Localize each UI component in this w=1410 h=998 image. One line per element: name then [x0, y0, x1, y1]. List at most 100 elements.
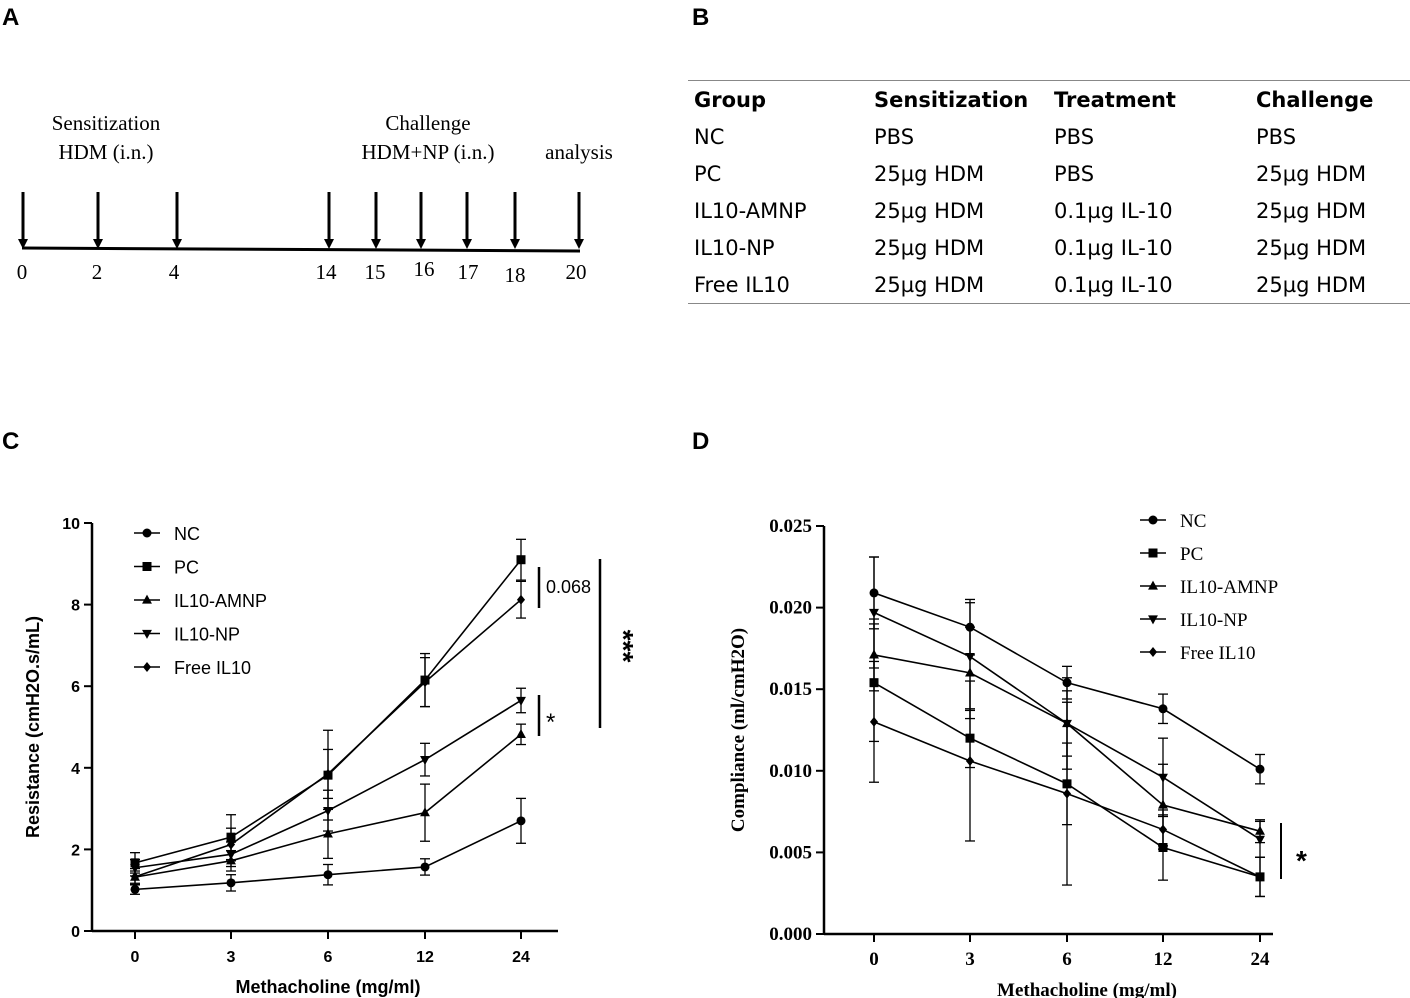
y-tick-label: 0.000 [769, 924, 812, 945]
legend-label: IL10-NP [174, 625, 240, 645]
marker-triangle-down [323, 807, 333, 817]
analysis-label: analysis [545, 140, 613, 164]
panel-letter-b: B [692, 4, 710, 31]
timeline-day-label: 0 [17, 260, 28, 284]
table-cell: 25µg HDM [1256, 198, 1367, 223]
marker-triangle-up [142, 594, 152, 604]
legend-label: Free IL10 [1180, 643, 1255, 664]
legend-item: NC [1140, 511, 1206, 532]
marker-triangle-down [1255, 835, 1265, 845]
marker-triangle-down [1158, 773, 1168, 783]
legend-item: IL10-AMNP [134, 591, 267, 611]
marker-triangle-down [142, 629, 152, 639]
timeline-day-label: 15 [365, 260, 386, 284]
marker-triangle-up [1148, 580, 1158, 590]
table-cell: PBS [1054, 161, 1095, 186]
header-treatment: Treatment [1048, 80, 1250, 118]
legend-label: NC [174, 524, 200, 544]
table-cell: PBS [1054, 124, 1095, 149]
legend-item: Free IL10 [134, 658, 251, 678]
marker-diamond [1148, 647, 1158, 657]
y-tick-label: 6 [71, 679, 80, 696]
compliance-chart: 0.000 0.005 0.010 0.015 0.020 0.025 0 3 6 12 24 Met… [728, 511, 1307, 998]
y-tick-label: 0.005 [769, 842, 812, 863]
x-tick-label: 3 [227, 949, 236, 966]
legend-item: PC [134, 558, 199, 578]
table-cell: 25µg HDM [874, 161, 985, 186]
marker-diamond [420, 677, 430, 688]
marker-diamond [1158, 824, 1168, 835]
table-cell: 25µg HDM [1250, 266, 1410, 304]
marker-circle [420, 862, 430, 872]
y-tick-label: 8 [71, 598, 80, 615]
timeline-axis [21, 246, 581, 253]
x-axis-title: Methacholine (mg/ml) [235, 977, 420, 997]
x-tick-label: 24 [512, 949, 530, 966]
marker-circle [1255, 764, 1265, 774]
annotation-single-star: * [1296, 845, 1307, 876]
table-cell: IL10-AMNP [694, 198, 807, 223]
marker-circle [142, 528, 152, 538]
marker-triangle-up [323, 828, 333, 838]
marker-square [142, 562, 152, 571]
x-tick-label: 12 [416, 949, 434, 966]
table-cell: 25µg HDM [868, 266, 1048, 304]
x-axis-title: Methacholine (mg/ml) [997, 980, 1177, 998]
table-cell: IL10-NP [694, 235, 775, 260]
marker-diamond [869, 716, 879, 727]
y-tick-label: 0 [71, 924, 80, 941]
marker-triangle-down [965, 652, 975, 662]
series-free-il10 [869, 660, 1265, 898]
table-header-row: Group Sensitization Treatment Challenge [688, 80, 1410, 118]
panel-letter-d: D [692, 428, 710, 455]
marker-diamond [226, 839, 236, 850]
marker-diamond [142, 662, 152, 672]
legend-item: NC [134, 524, 200, 544]
timeline-day-label: 14 [316, 260, 338, 284]
marker-diamond [1062, 788, 1072, 799]
table-cell: NC [694, 124, 725, 149]
timeline-day-label: 17 [458, 260, 479, 284]
legend-label: PC [1180, 544, 1203, 565]
marker-square [1148, 548, 1158, 558]
timeline-day-label: 16 [414, 257, 435, 281]
treatment-table: Group Sensitization Treatment Challenge … [688, 80, 1410, 304]
legend-item: IL10-NP [134, 625, 240, 645]
marker-triangle-down [869, 608, 879, 618]
table-row: PC 25µg HDM PBS 25µg HDM [688, 155, 1410, 192]
marker-diamond [965, 756, 975, 766]
marker-triangle-down [1148, 615, 1158, 625]
sensitization-label: Sensitization [52, 111, 161, 135]
x-tick-label: 6 [1062, 949, 1072, 970]
header-challenge: Challenge [1250, 80, 1410, 118]
table-row: Free IL10 25µg HDM 0.1µg IL-10 25µg HDM [688, 266, 1410, 304]
series-nc [130, 797, 526, 895]
marker-square [516, 555, 526, 565]
y-tick-label: 0.020 [769, 598, 812, 619]
table-cell: 0.1µg IL-10 [1054, 235, 1173, 260]
y-tick-label: 2 [71, 842, 80, 859]
table-cell: 25µg HDM [874, 198, 985, 223]
marker-circle [130, 884, 140, 894]
y-tick-label: 0.025 [769, 516, 812, 537]
table-cell: PBS [874, 124, 915, 149]
legend-item: IL10-AMNP [1140, 577, 1278, 598]
table-cell: Free IL10 [688, 266, 868, 304]
table-row: NC PBS PBS PBS [688, 118, 1410, 155]
challenge-label: Challenge [385, 111, 470, 135]
annotation-single-star: * [546, 709, 555, 736]
legend-label: PC [174, 558, 199, 578]
marker-triangle-up [420, 807, 430, 817]
timeline-day-label: 2 [92, 260, 103, 284]
marker-circle [323, 870, 333, 880]
y-axis-title: Resistance (cmH2O.s/mL) [23, 616, 43, 838]
x-tick-label: 3 [965, 949, 975, 970]
legend-item: IL10-NP [1140, 610, 1248, 631]
panel-letter-c: C [2, 428, 20, 455]
timeline-diagram: 0 2 4 14 15 16 17 18 20 Sensitization HDM (i.n.)… [17, 111, 613, 287]
sensitization-route-label: HDM (i.n.) [58, 140, 153, 164]
marker-diamond [516, 594, 526, 605]
panel-letter-a: A [2, 4, 20, 31]
legend-label: IL10-AMNP [174, 591, 267, 611]
